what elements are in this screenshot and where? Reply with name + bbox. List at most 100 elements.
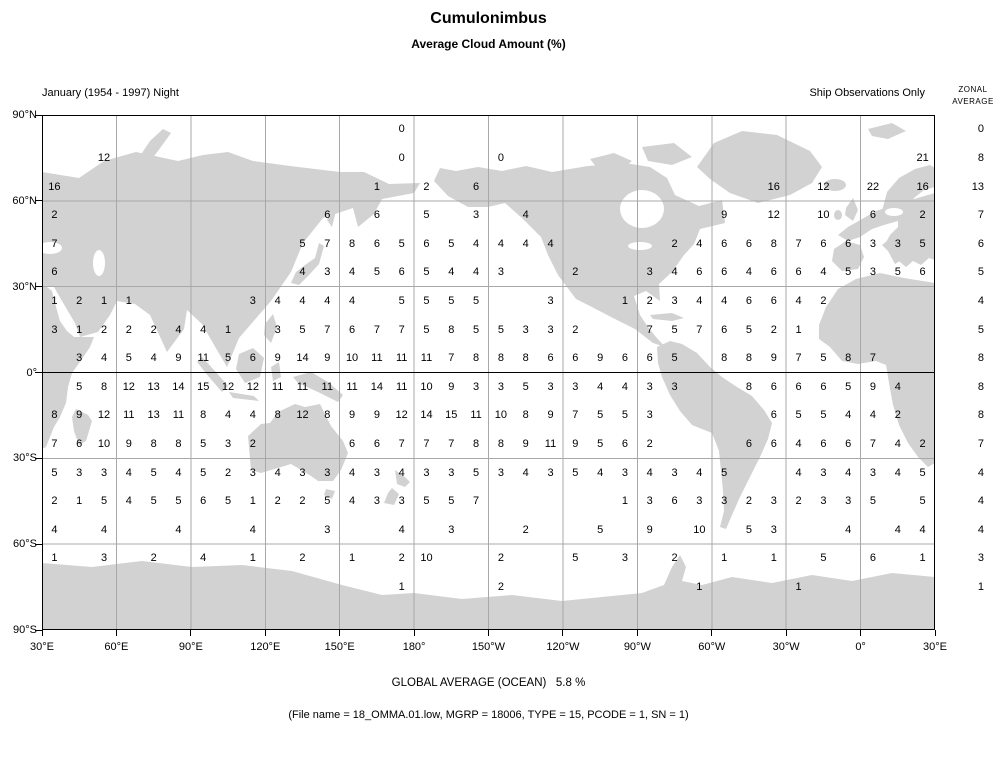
grid-value: 4 — [398, 466, 405, 479]
grid-value: 9 — [448, 380, 455, 393]
grid-value: 1 — [795, 323, 802, 336]
landmass-eurasia — [42, 152, 420, 367]
grid-value: 6 — [795, 380, 802, 393]
lat-axis-tick — [35, 372, 42, 373]
grid-value: 11 — [395, 380, 408, 393]
grid-value: 10 — [97, 438, 111, 451]
grid-value: 5 — [324, 495, 331, 508]
grid-value: 3 — [894, 237, 901, 250]
grid-value: 11 — [371, 352, 383, 365]
grid-value: 6 — [869, 552, 877, 565]
grid-value: 4 — [597, 380, 604, 393]
zonal-average-value: 8 — [977, 380, 984, 393]
grid-value: 7 — [423, 438, 430, 451]
grid-value: 3 — [76, 466, 83, 479]
grid-value: 3 — [100, 552, 108, 565]
grid-value: 11 — [271, 380, 284, 393]
grid-value: 6 — [721, 237, 728, 250]
grid-value: 5 — [869, 495, 877, 508]
grid-value: 4 — [473, 237, 480, 250]
grid-value: 5 — [919, 466, 926, 479]
grid-value: 10 — [693, 523, 706, 536]
grid-value: 9 — [770, 352, 777, 365]
grid-value: 5 — [224, 495, 232, 508]
grid-value: 6 — [721, 323, 728, 336]
grid-value: 2 — [572, 266, 579, 279]
grid-value: 6 — [770, 438, 777, 451]
lat-axis-tick — [35, 114, 42, 116]
grid-value: 5 — [522, 380, 529, 393]
grid-value: 2 — [497, 552, 504, 565]
landmass-britain — [845, 198, 858, 221]
landmass-ireland — [834, 210, 842, 220]
lat-axis-tick — [35, 457, 42, 459]
grid-value: 5 — [473, 294, 480, 307]
grid-value: 5 — [671, 323, 678, 336]
grid-value: 8 — [745, 380, 753, 393]
grid-value: 1 — [621, 495, 628, 508]
grid-value: 7 — [51, 237, 58, 250]
grid-value: 2 — [125, 323, 132, 336]
grid-value: 6 — [324, 209, 331, 222]
grid-value: 8 — [200, 409, 207, 422]
grid-value: 5 — [721, 466, 728, 479]
grid-value: 7 — [869, 438, 877, 451]
grid-value: 2 — [795, 495, 802, 508]
grid-value: 3 — [869, 237, 877, 250]
grid-value: 5 — [373, 266, 380, 279]
landmass-africa-west — [819, 273, 935, 467]
great-lakes — [628, 242, 652, 250]
grid-value: 3 — [299, 466, 306, 479]
grid-value: 3 — [497, 266, 504, 279]
grid-value: 5 — [150, 495, 157, 508]
grid-value: 5 — [919, 495, 926, 508]
lat-axis-label: 90°S — [13, 624, 37, 636]
grid-value: 2 — [919, 209, 926, 222]
grid-value: 8 — [51, 409, 58, 422]
grid-value: 2 — [224, 466, 232, 479]
grid-value: 4 — [125, 466, 132, 479]
lon-axis-label: 30°E — [923, 641, 947, 653]
grid-value: 5 — [473, 466, 480, 479]
grid-value: 4 — [795, 294, 802, 307]
grid-value: 1 — [249, 552, 256, 565]
grid-value: 2 — [423, 180, 430, 193]
grid-value: 6 — [820, 438, 827, 451]
grid-value: 4 — [175, 466, 182, 479]
grid-value: 8 — [745, 352, 753, 365]
grid-value: 5 — [795, 409, 802, 422]
grid-value: 5 — [448, 294, 455, 307]
grid-value: 5 — [200, 438, 207, 451]
grid-value: 6 — [473, 180, 480, 193]
grid-value: 8 — [721, 352, 728, 365]
grid-value: 3 — [671, 380, 678, 393]
landmass-japan — [291, 243, 324, 285]
grid-value: 5 — [423, 294, 430, 307]
grid-value: 4 — [299, 266, 306, 279]
grid-value: 14 — [370, 380, 383, 393]
grid-value: 6 — [770, 380, 777, 393]
zonal-average-value: 7 — [977, 209, 984, 222]
grid-value: 8 — [497, 438, 504, 451]
zonal-average-value: 5 — [977, 266, 984, 279]
grid-value: 1 — [249, 495, 256, 508]
grid-value: 5 — [894, 266, 901, 279]
grid-value: 4 — [473, 266, 480, 279]
grid-value: 3 — [448, 523, 455, 536]
grid-value: 4 — [522, 209, 529, 222]
grid-value: 7 — [51, 438, 58, 451]
landmass-borneo — [236, 348, 264, 383]
grid-value: 3 — [51, 323, 58, 336]
grid-value: 5 — [497, 323, 504, 336]
grid-value: 5 — [597, 409, 604, 422]
landmass-cuba — [650, 313, 684, 321]
grid-value: 7 — [795, 237, 802, 250]
grid-value: 4 — [175, 323, 182, 336]
lat-axis-tick — [35, 286, 42, 288]
grid-value: 6 — [820, 380, 827, 393]
zonal-header-line1: ZONAL — [958, 85, 988, 94]
zonal-average-value: 4 — [977, 294, 984, 307]
grid-value: 4 — [894, 438, 901, 451]
grid-value: 4 — [795, 466, 802, 479]
